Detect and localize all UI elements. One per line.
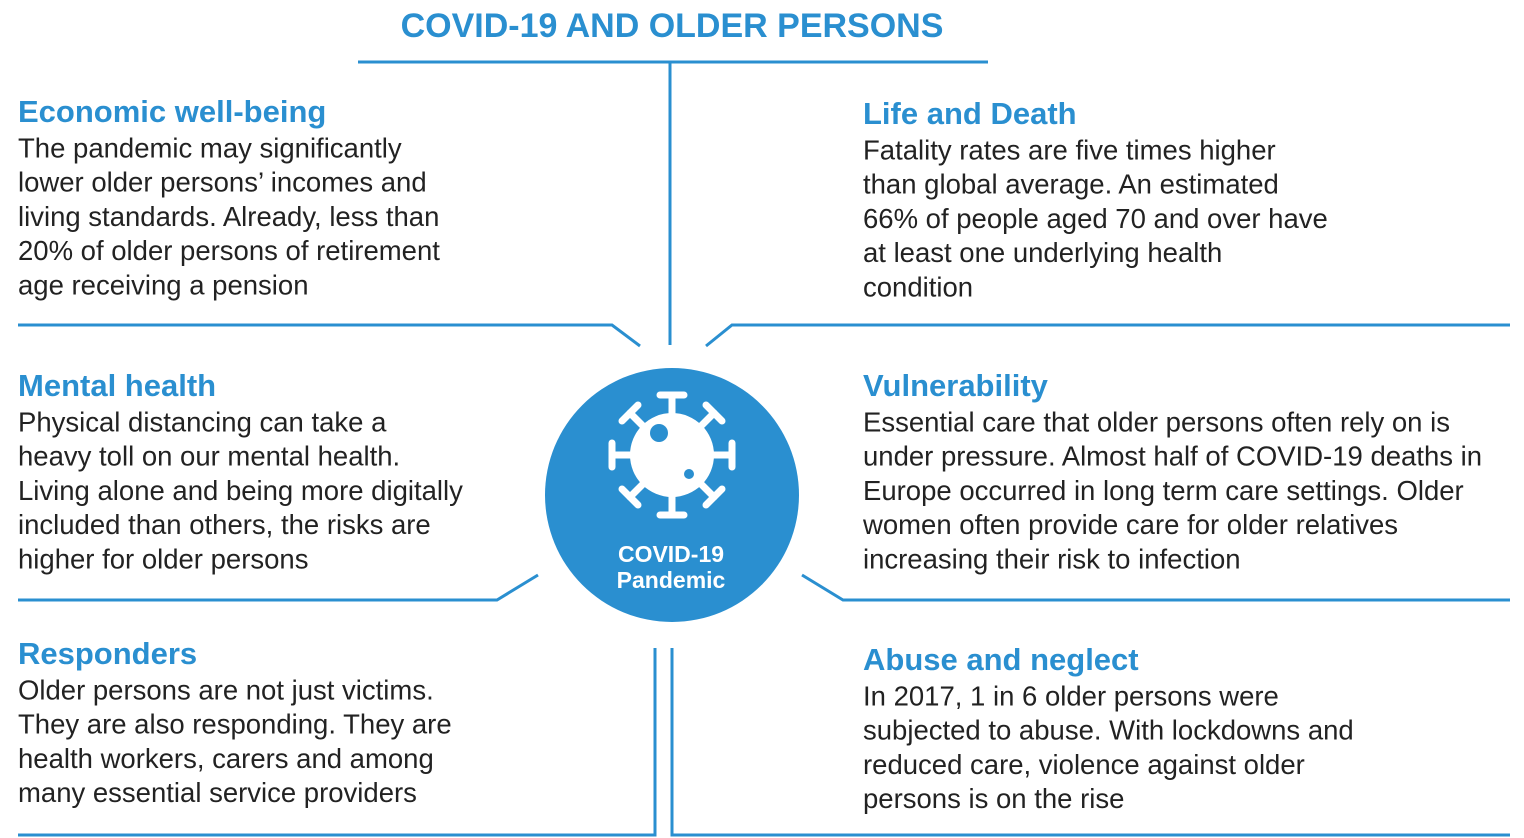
section-text: The pandemic may significantly [18,132,402,163]
section-text: Essential care that older persons often … [863,406,1450,437]
section-text: 20% of older persons of retirement [18,235,440,266]
section-heading: Economic well-being [18,94,326,129]
title: COVID-19 AND OLDER PERSONS [401,7,944,45]
section-text: Fatality rates are five times higher [863,134,1276,165]
section-text: health workers, carers and among [18,743,434,774]
section-text: included than others, the risks are [18,509,431,540]
section-text: lower older persons’ incomes and [18,167,427,198]
section-text: increasing their risk to infection [863,543,1241,574]
section-heading: Mental health [18,368,216,403]
divider [18,648,1510,837]
section-text: at least one underlying health [863,237,1222,268]
section-text: Living alone and being more digitally [18,475,463,506]
center-label: COVID-19 [618,541,724,567]
connector-lines [18,60,1510,837]
section-text: Older persons are not just victims. [18,674,434,705]
divider [801,573,1510,602]
section-heading: Life and Death [863,96,1077,131]
section-text: women often provide care for older relat… [862,509,1398,540]
section-text: heavy toll on our mental health. [18,441,400,472]
section-text: many essential service providers [18,777,417,808]
divider [18,323,641,348]
section-text: age receiving a pension [18,269,308,300]
section-text: reduced care, violence against older [863,749,1305,780]
section-text: than global average. An estimated [863,169,1279,200]
section-text: living standards. Already, less than [18,201,439,232]
section-text: subjected to abuse. With lockdowns and [863,715,1354,746]
section-text: 66% of people aged 70 and over have [863,203,1328,234]
divider [705,323,1510,348]
section-text: under pressure. Almost half of COVID-19 … [863,441,1482,472]
section-heading: Vulnerability [863,368,1049,403]
section-text: They are also responding. They are [18,709,452,740]
virus-icon [608,391,736,519]
section-heading: Abuse and neglect [863,642,1139,677]
title-rule [358,60,988,345]
center-label: Pandemic [617,567,726,593]
section-text: Physical distancing can take a [18,406,387,437]
divider [18,573,539,602]
section-text: In 2017, 1 in 6 older persons were [863,680,1279,711]
section-text: persons is on the rise [863,783,1124,814]
section-text: Europe occurred in long term care settin… [863,475,1464,506]
section-text: condition [863,271,973,302]
section-heading: Responders [18,636,197,671]
section-text: higher for older persons [18,543,308,574]
